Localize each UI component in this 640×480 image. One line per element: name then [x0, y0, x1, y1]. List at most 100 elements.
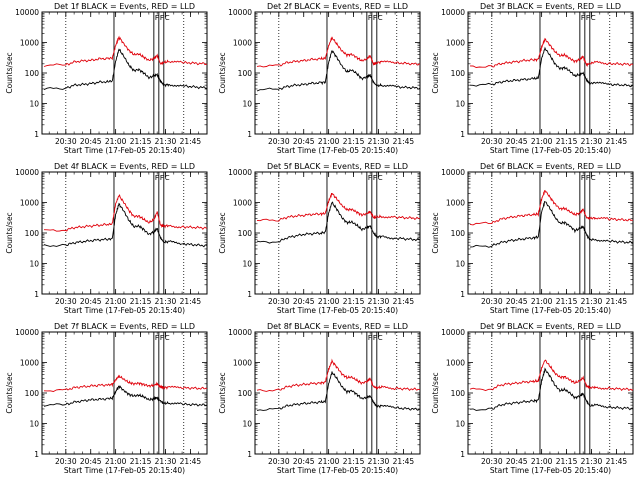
x-tick-label: 21:45	[180, 297, 202, 306]
marker-label: F	[586, 174, 590, 182]
marker-label: C	[165, 334, 170, 342]
x-tick-label: 21:45	[180, 137, 202, 146]
y-tick-label: 1	[247, 450, 252, 459]
marker-label: C	[378, 14, 383, 22]
x-tick-label: 21:00	[105, 457, 127, 466]
y-tick-label: 1000	[446, 39, 465, 48]
x-tick-label: 21:45	[606, 457, 628, 466]
x-tick-label: 20:45	[506, 457, 528, 466]
plot-frame	[467, 331, 634, 455]
x-tick-label: 20:45	[293, 137, 315, 146]
y-tick-label: 10	[242, 260, 252, 269]
detector-panel-6: Det 6f BLACK = Events, RED = LLD 1 10 100 10…	[431, 162, 634, 315]
x-tick-label: 20:30	[268, 457, 290, 466]
y-axis-label: Counts/sec	[5, 52, 14, 93]
y-axis-label: Counts/sec	[431, 212, 440, 253]
series-line-lld	[469, 189, 634, 226]
y-tick-label: 1	[247, 290, 252, 299]
x-tick-label: 21:30	[581, 137, 603, 146]
x-axis-label: Start Time (17-Feb-05 20:15:40)	[64, 146, 185, 155]
y-tick-label: 100	[238, 69, 253, 78]
series-line-lld	[43, 193, 207, 232]
plot-frame	[467, 171, 634, 295]
x-tick-label: 21:15	[343, 457, 365, 466]
y-tick-label: 100	[451, 229, 466, 238]
x-tick-label: 20:45	[80, 137, 102, 146]
x-tick-label: 21:30	[155, 137, 177, 146]
marker-label: F	[581, 334, 585, 342]
y-tick-label: 1	[34, 130, 39, 139]
marker-label: F	[373, 174, 377, 182]
x-tick-label: 20:30	[481, 457, 503, 466]
panel-title: Det 4f BLACK = Events, RED = LLD	[54, 162, 195, 171]
y-tick-label: 10	[242, 420, 252, 429]
series-line-lld	[43, 35, 208, 67]
y-tick-label: 1000	[446, 199, 465, 208]
x-tick-label: 21:45	[180, 457, 202, 466]
x-tick-label: 21:45	[393, 297, 415, 306]
x-tick-label: 20:45	[80, 297, 102, 306]
marker-label: C	[165, 174, 170, 182]
x-tick-label: 21:00	[531, 457, 553, 466]
y-tick-label: 10000	[228, 168, 252, 177]
x-tick-label: 21:00	[105, 297, 127, 306]
series-line-events	[469, 46, 634, 88]
series-line-events	[256, 371, 421, 411]
y-tick-label: 100	[25, 229, 40, 238]
y-tick-label: 1	[247, 130, 252, 139]
x-tick-label: 21:30	[368, 297, 390, 306]
marker-label: F	[586, 334, 590, 342]
x-tick-label: 21:45	[606, 137, 628, 146]
x-tick-label: 21:30	[581, 297, 603, 306]
marker-label: F	[368, 14, 372, 22]
panel-title: Det 1f BLACK = Events, RED = LLD	[54, 2, 195, 11]
marker-label: F	[368, 174, 372, 182]
x-tick-label: 21:15	[343, 297, 365, 306]
y-tick-label: 1	[460, 130, 465, 139]
series-line-events	[469, 367, 634, 411]
x-tick-label: 20:45	[293, 297, 315, 306]
marker-label: F	[160, 14, 164, 22]
y-tick-label: 1000	[233, 199, 252, 208]
plot-frame	[254, 331, 421, 455]
x-tick-label: 21:00	[531, 297, 553, 306]
y-axis-label: Counts/sec	[431, 52, 440, 93]
panel-title: Det 3f BLACK = Events, RED = LLD	[480, 2, 621, 11]
y-axis-label: Counts/sec	[431, 372, 440, 413]
y-tick-label: 10	[455, 260, 465, 269]
detector-panel-3: Det 3f BLACK = Events, RED = LLD 1 10 100 10…	[431, 2, 634, 155]
x-axis-label: Start Time (17-Feb-05 20:15:40)	[490, 306, 611, 315]
x-axis-label: Start Time (17-Feb-05 20:15:40)	[277, 146, 398, 155]
x-axis-label: Start Time (17-Feb-05 20:15:40)	[490, 466, 611, 475]
x-tick-label: 20:30	[55, 297, 77, 306]
x-tick-label: 21:30	[155, 297, 177, 306]
marker-label: C	[591, 334, 596, 342]
y-tick-label: 1000	[20, 359, 39, 368]
marker-label: F	[581, 14, 585, 22]
x-tick-label: 21:15	[343, 137, 365, 146]
marker-label: F	[155, 14, 159, 22]
y-tick-label: 1	[460, 450, 465, 459]
x-tick-label: 21:15	[130, 457, 152, 466]
marker-label: C	[591, 14, 596, 22]
y-axis-label: Counts/sec	[218, 372, 227, 413]
panel-title: Det 9f BLACK = Events, RED = LLD	[480, 322, 621, 331]
x-tick-label: 21:30	[368, 457, 390, 466]
panel-title: Det 7f BLACK = Events, RED = LLD	[54, 322, 195, 331]
plot-frame	[254, 11, 421, 135]
x-tick-label: 21:30	[155, 457, 177, 466]
marker-label: F	[160, 334, 164, 342]
x-tick-label: 20:45	[293, 457, 315, 466]
x-tick-label: 21:30	[368, 137, 390, 146]
detector-panel-5: Det 5f BLACK = Events, RED = LLD 1 10 100 10…	[218, 162, 421, 315]
y-tick-label: 10000	[441, 8, 465, 17]
plot-frame	[254, 171, 421, 295]
y-tick-label: 100	[238, 229, 253, 238]
x-tick-label: 20:30	[268, 297, 290, 306]
marker-label: F	[368, 334, 372, 342]
y-tick-label: 1	[34, 450, 39, 459]
series-line-events	[256, 201, 421, 244]
y-tick-label: 10000	[15, 168, 39, 177]
x-tick-label: 21:00	[318, 137, 340, 146]
